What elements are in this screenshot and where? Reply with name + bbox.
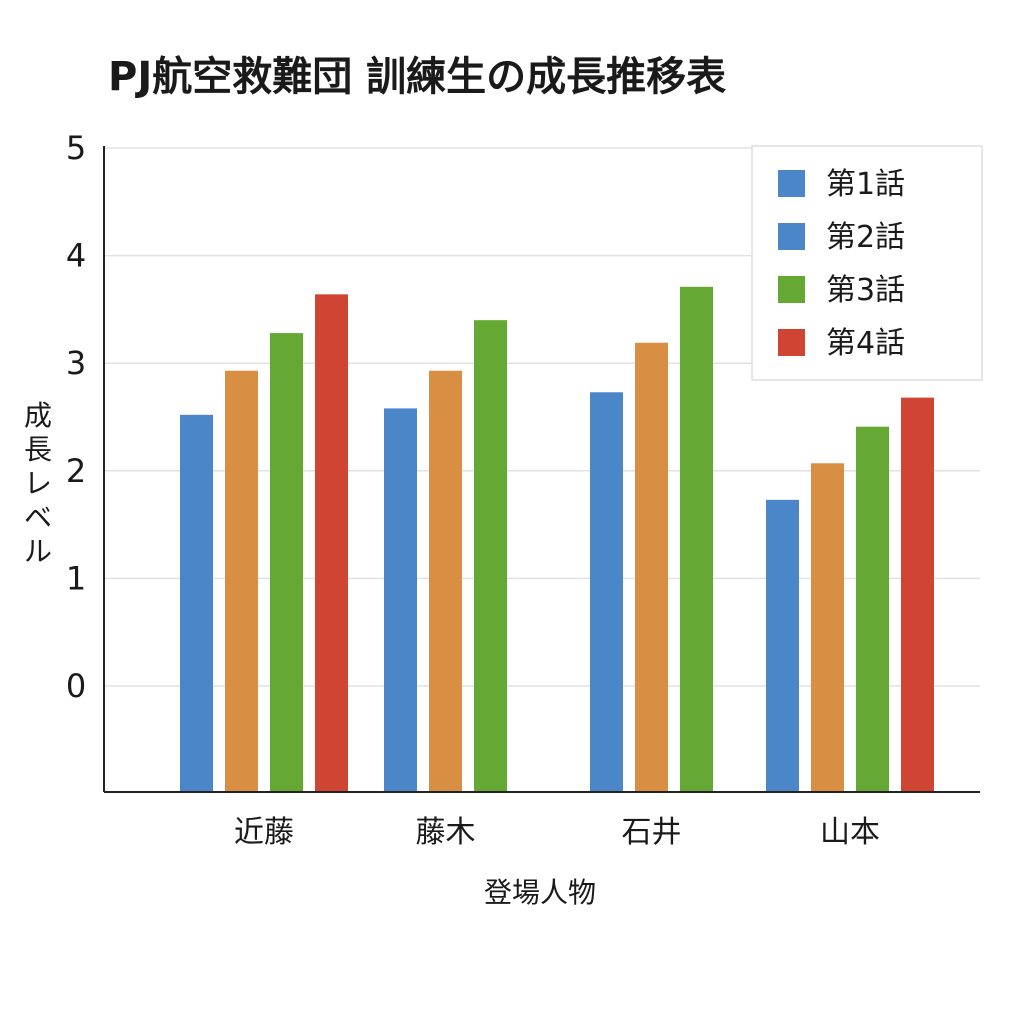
bar-2-1 bbox=[384, 408, 417, 792]
x-category-label: 近藤 bbox=[234, 815, 294, 850]
bar-4-4 bbox=[901, 397, 934, 792]
bar-4-3 bbox=[856, 426, 889, 792]
y-tick-labels: 0 1 2 3 4 5 bbox=[66, 129, 86, 705]
y-axis-label-char: ル bbox=[24, 535, 52, 568]
chart-title: PJ航空救難団 訓練生の成長推移表 bbox=[108, 54, 726, 100]
y-tick-label: 5 bbox=[66, 129, 86, 167]
bar-2-3 bbox=[474, 320, 507, 792]
y-tick-label: 4 bbox=[66, 237, 86, 275]
y-axis-label-char: レ bbox=[24, 467, 52, 500]
bar-1-4 bbox=[315, 294, 348, 792]
legend-label: 第2話 bbox=[826, 220, 905, 255]
bar-3-2 bbox=[635, 342, 668, 792]
bar-1-3 bbox=[270, 333, 303, 792]
bar-4-2 bbox=[811, 463, 844, 792]
legend-label: 第4話 bbox=[826, 326, 905, 361]
legend-label: 第3話 bbox=[826, 273, 905, 308]
legend-swatch bbox=[778, 276, 805, 303]
x-axis-label: 登場人物 bbox=[484, 876, 596, 909]
bar-3-3 bbox=[680, 286, 713, 792]
x-category-label: 石井 bbox=[622, 815, 682, 850]
x-category-label: 藤木 bbox=[416, 815, 476, 850]
x-category-labels: 近藤 藤木 石井 山本 bbox=[234, 815, 880, 850]
legend-label: 第1話 bbox=[826, 167, 905, 202]
bar-4-1 bbox=[766, 499, 799, 792]
bars bbox=[180, 286, 934, 792]
y-tick-label: 2 bbox=[66, 452, 86, 490]
y-axis-label-char: 長 bbox=[24, 433, 52, 466]
bar-1-2 bbox=[225, 370, 258, 792]
bar-2-2 bbox=[429, 370, 462, 792]
y-tick-label: 1 bbox=[66, 559, 86, 597]
x-category-label: 山本 bbox=[820, 815, 880, 850]
y-tick-label: 3 bbox=[66, 344, 86, 382]
y-axis-label-char: 成 bbox=[24, 399, 52, 432]
legend-swatch bbox=[778, 223, 805, 250]
bar-3-1 bbox=[590, 392, 623, 792]
bar-1-1 bbox=[180, 414, 213, 792]
legend-swatch bbox=[778, 329, 805, 356]
y-tick-label: 0 bbox=[66, 667, 86, 705]
legend-swatch bbox=[778, 170, 805, 197]
y-axis-label-char: ベ bbox=[24, 501, 52, 534]
